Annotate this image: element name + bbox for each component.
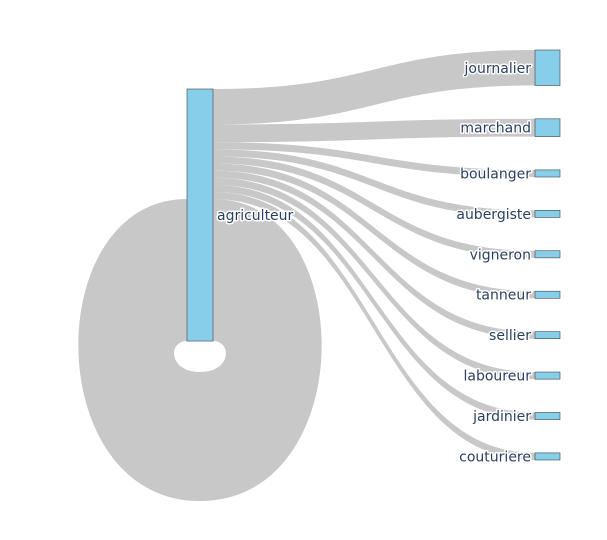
node-marchand[interactable]: [534, 118, 561, 137]
node-vigneron[interactable]: [534, 250, 561, 259]
node-tanneur[interactable]: [534, 290, 561, 299]
link-agriculteur-to-journalier[interactable]: [213, 50, 535, 125]
node-label-agriculteur: agriculteur: [217, 208, 294, 224]
link-agriculteur-self-loop[interactable]: [78, 199, 322, 502]
node-label-vigneron: vigneron: [470, 247, 531, 263]
link-agriculteur-to-sellier[interactable]: [213, 170, 535, 339]
node-label-marchand: marchand: [460, 121, 531, 137]
link-agriculteur-to-boulanger[interactable]: [213, 142, 535, 178]
node-label-journalier: journalier: [464, 61, 532, 77]
link-agriculteur-to-jardinier[interactable]: [213, 184, 535, 420]
link-agriculteur-to-marchand[interactable]: [213, 118, 535, 143]
node-label-couturiere: couturiere: [459, 449, 531, 465]
node-jardinier[interactable]: [534, 412, 561, 420]
link-agriculteur-to-laboureur[interactable]: [213, 177, 535, 380]
node-label-laboureur: laboureur: [464, 369, 532, 385]
nodes-group: [186, 49, 561, 461]
link-agriculteur-to-couturiere[interactable]: [213, 191, 535, 460]
node-aubergiste[interactable]: [534, 210, 561, 218]
link-agriculteur-to-vigneron[interactable]: [213, 156, 535, 258]
node-sellier[interactable]: [534, 331, 561, 340]
node-boulanger[interactable]: [534, 169, 561, 178]
node-label-boulanger: boulanger: [460, 166, 531, 182]
node-label-tanneur: tanneur: [476, 288, 531, 304]
node-label-aubergiste: aubergiste: [456, 207, 531, 223]
node-agriculteur[interactable]: [186, 88, 214, 342]
link-agriculteur-to-tanneur[interactable]: [213, 163, 535, 299]
node-label-jardinier: jardinier: [472, 409, 531, 425]
link-agriculteur-to-aubergiste[interactable]: [213, 149, 535, 218]
labels-group: agriculteur journalier marchand boulanger au…: [216, 59, 533, 467]
node-label-sellier: sellier: [489, 328, 531, 344]
node-laboureur[interactable]: [534, 371, 561, 380]
node-journalier[interactable]: [534, 49, 561, 86]
links-group: [78, 50, 535, 502]
node-couturiere[interactable]: [534, 452, 561, 461]
